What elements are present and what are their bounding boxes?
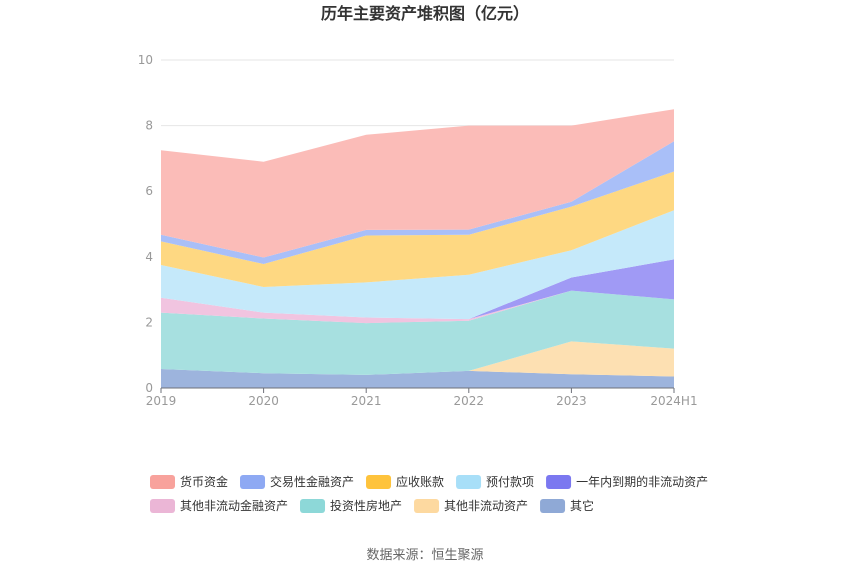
y-tick-label: 8 — [145, 119, 153, 133]
area-series — [161, 369, 674, 388]
legend-swatch — [150, 499, 175, 513]
x-tick-label: 2024H1 — [650, 394, 697, 408]
legend-swatch — [240, 475, 266, 489]
axes: 0 2 4 6 8 10 2019 2020 2021 2022 2023 2024H1 — [138, 53, 698, 408]
area-series — [161, 290, 674, 375]
legend-swatch — [546, 475, 572, 489]
x-tick-label: 2019 — [146, 394, 177, 408]
legend-swatch — [366, 475, 392, 489]
area-series — [161, 210, 674, 320]
source-note: 数据来源：恒生聚源 — [366, 548, 483, 563]
x-tick-label: 2022 — [454, 394, 485, 408]
legend-swatch — [150, 475, 175, 489]
x-tick-label: 2020 — [248, 394, 279, 408]
legend-label: 一年内到期的非流动资产 — [576, 474, 708, 489]
legend-swatch — [540, 499, 566, 513]
legend-label: 预付款项 — [486, 475, 534, 489]
legend-label: 投资性房地产 — [330, 498, 402, 513]
x-tick-label: 2023 — [556, 394, 587, 408]
x-tick-label: 2021 — [351, 394, 382, 408]
plot-area — [161, 109, 674, 388]
legend-swatch — [414, 499, 440, 513]
y-tick-label: 10 — [138, 53, 153, 67]
legend-label: 交易性金融资产 — [270, 474, 354, 489]
area-series — [161, 171, 674, 287]
legend-label: 货币资金 — [180, 474, 228, 489]
area-series — [161, 109, 674, 258]
area-series — [161, 141, 674, 264]
y-tick-label: 4 — [145, 250, 153, 264]
y-tick-label: 0 — [145, 381, 153, 395]
area-series — [161, 290, 674, 324]
area-series — [161, 341, 674, 377]
legend-swatch — [300, 499, 326, 513]
legend-label: 其它 — [570, 498, 594, 513]
area-series — [161, 259, 674, 320]
legend-label: 其他非流动金融资产 — [180, 498, 288, 513]
legend-swatch — [456, 475, 482, 489]
y-tick-label: 2 — [145, 315, 153, 329]
legend-label: 其他非流动资产 — [444, 499, 528, 513]
legend-label: 应收账款 — [396, 474, 444, 489]
chart-title: 历年主要资产堆积图（亿元） — [321, 4, 529, 23]
y-tick-label: 6 — [145, 184, 153, 198]
